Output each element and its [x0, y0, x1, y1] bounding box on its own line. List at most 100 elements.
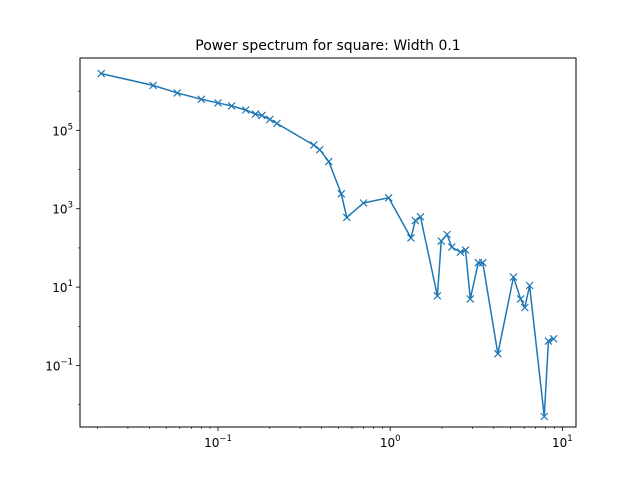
- y-tick-label-exponent: −1: [60, 358, 73, 368]
- data-point-marker: [525, 281, 534, 290]
- data-point-marker: [214, 99, 222, 107]
- data-point-marker: [466, 294, 475, 303]
- x-tick-label: 100: [380, 434, 401, 450]
- data-point-marker: [197, 95, 206, 104]
- marker-stroke: [251, 110, 260, 118]
- marker-stroke: [384, 193, 393, 202]
- x-tick-label-exponent: 1: [567, 434, 572, 444]
- data-point-marker: [407, 233, 415, 242]
- data-point-marker: [437, 237, 446, 245]
- marker-stroke: [359, 199, 368, 207]
- data-point-marker: [509, 273, 518, 282]
- data-point-marker: [315, 145, 324, 154]
- marker-stroke: [309, 141, 318, 150]
- marker-stroke: [493, 349, 502, 358]
- x-tick-label-exponent: 0: [395, 434, 400, 444]
- data-point-marker: [549, 334, 558, 343]
- x-tick-label-base: 10: [552, 436, 567, 450]
- data-point-marker: [433, 291, 442, 300]
- data-point-marker: [359, 199, 368, 207]
- marker-stroke: [324, 157, 333, 166]
- y-tick-label-exponent: 3: [68, 201, 73, 211]
- marker-stroke: [337, 189, 346, 198]
- marker-stroke: [447, 243, 456, 252]
- y-tick-label-base: 10: [45, 360, 60, 374]
- marker-stroke: [433, 291, 442, 300]
- data-point-marker: [251, 110, 260, 118]
- x-tick-label: 10−1: [204, 434, 232, 450]
- y-tick-label-base: 10: [52, 124, 67, 138]
- data-point-marker: [461, 246, 470, 255]
- marker-stroke: [173, 88, 182, 97]
- data-point-marker: [273, 119, 281, 128]
- marker-stroke: [540, 412, 549, 421]
- data-point-marker: [478, 258, 487, 267]
- data-point-marker: [516, 294, 525, 303]
- y-tick-label-base: 10: [52, 281, 67, 295]
- y-tick-label: 103: [52, 201, 73, 217]
- data-point-marker: [456, 248, 465, 257]
- marker-stroke: [544, 337, 553, 346]
- marker-stroke: [258, 111, 266, 120]
- x-tick-label-exponent: −1: [219, 434, 232, 444]
- data-point-marker: [258, 111, 266, 120]
- y-tick-label-base: 10: [52, 203, 67, 217]
- data-point-marker: [384, 193, 393, 202]
- data-point-marker: [265, 115, 274, 124]
- marker-stroke: [461, 246, 470, 255]
- data-point-marker: [227, 101, 236, 110]
- marker-stroke: [411, 216, 420, 225]
- data-point-marker: [324, 157, 333, 166]
- marker-stroke: [149, 81, 158, 90]
- marker-stroke: [342, 213, 351, 222]
- marker-stroke: [416, 212, 425, 221]
- marker-stroke: [520, 303, 529, 312]
- axes-frame: [79, 57, 577, 428]
- data-point-marker: [447, 243, 456, 252]
- data-point-marker: [540, 412, 549, 421]
- series-line: [101, 72, 554, 418]
- marker-stroke: [227, 101, 236, 110]
- y-tick-label: 10−1: [45, 358, 73, 374]
- data-point-marker: [342, 213, 351, 222]
- marker-stroke: [443, 230, 451, 239]
- x-tick-label-base: 10: [380, 436, 395, 450]
- y-tick-label: 105: [52, 122, 73, 138]
- marker-stroke: [214, 99, 222, 107]
- marker-stroke: [516, 294, 525, 303]
- y-tick-label-exponent: 5: [68, 122, 73, 132]
- marker-stroke: [478, 258, 487, 267]
- marker-stroke: [407, 233, 415, 242]
- y-tick-label: 101: [52, 279, 73, 295]
- data-point-marker: [544, 337, 553, 346]
- marker-stroke: [525, 281, 534, 290]
- data-point-marker: [493, 349, 502, 358]
- marker-stroke: [466, 294, 475, 303]
- x-tick-label: 101: [552, 434, 573, 450]
- data-point-marker: [520, 303, 529, 312]
- chart-title: Power spectrum for square: Width 0.1: [195, 38, 460, 54]
- x-tick-label-base: 10: [204, 436, 219, 450]
- data-point-marker: [411, 216, 420, 225]
- marker-stroke: [197, 95, 206, 104]
- data-point-marker: [309, 141, 318, 150]
- marker-stroke: [456, 248, 465, 257]
- y-tick-label-exponent: 1: [68, 279, 73, 289]
- marker-stroke: [97, 69, 106, 78]
- data-point-marker: [173, 88, 182, 97]
- marker-stroke: [437, 237, 446, 245]
- data-point-marker: [337, 189, 346, 198]
- data-point-marker: [149, 81, 158, 90]
- data-point-marker: [443, 230, 451, 239]
- marker-stroke: [509, 273, 518, 282]
- marker-stroke: [273, 119, 281, 128]
- marker-stroke: [265, 115, 274, 124]
- data-point-marker: [97, 69, 106, 78]
- marker-stroke: [241, 106, 250, 114]
- data-point-marker: [241, 106, 250, 114]
- marker-stroke: [549, 334, 558, 343]
